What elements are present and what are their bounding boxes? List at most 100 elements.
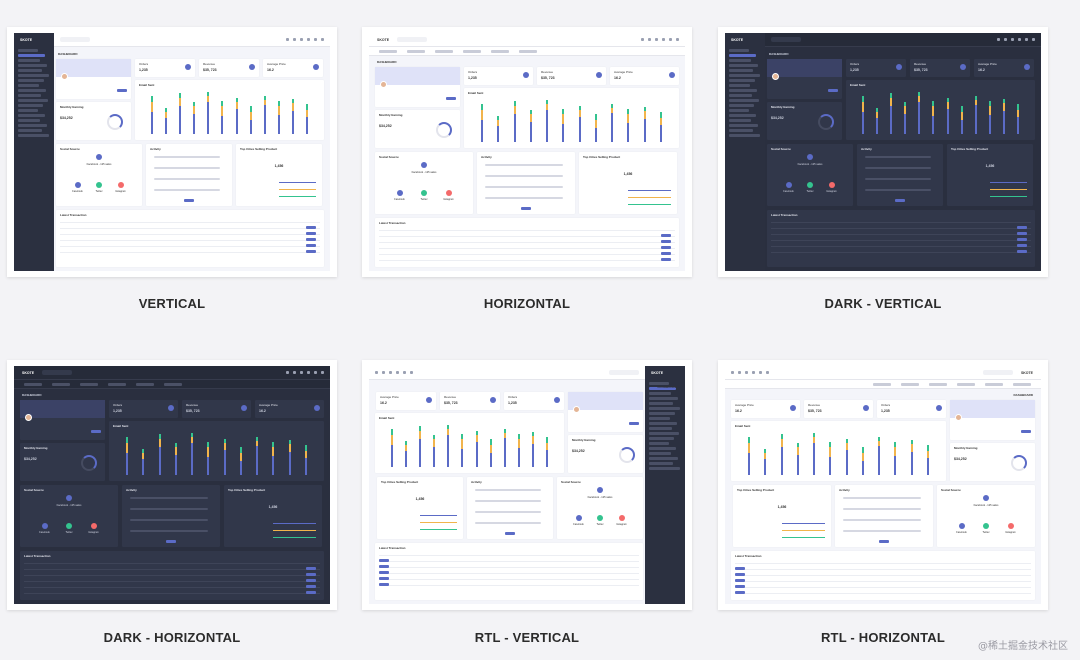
dashboard-screen: SKOTE DASHBOARD Monthly Earning $34,252 Orde… [14, 366, 330, 604]
latest-transaction-table: Latest Transaction [731, 551, 1035, 600]
sidebar-item [649, 397, 678, 400]
horizontal-menu [14, 380, 330, 389]
progress-line [628, 190, 671, 191]
top-value: 1,456 [415, 497, 425, 501]
social-label: Instagram [616, 523, 627, 526]
social-label: Twitter [65, 531, 73, 534]
progress-line [782, 537, 825, 538]
social-label: Twitter [806, 190, 814, 193]
chart-bar [529, 114, 532, 122]
preview-rtl-horizontal[interactable]: SKOTE DASHBOARD Monthly Earning $34,252 Orde… [718, 360, 1048, 610]
view-details-button [1017, 226, 1027, 229]
table-row [379, 577, 639, 580]
sidebar-item [18, 54, 45, 57]
menu-item [873, 383, 891, 386]
sidebar-item [18, 129, 42, 132]
top-cities-card: Top Cities Selling Product 1,456 [947, 144, 1033, 206]
stat-label: Orders [468, 70, 478, 74]
menu-item [80, 383, 98, 386]
topbar-icon [759, 371, 762, 374]
card-title: Email Sent [468, 91, 484, 95]
dashboard-screen: SKOTE DASHBOARD Monthly Earning $34,252 Orde… [725, 366, 1041, 604]
chart-bar [659, 118, 662, 126]
view-more-button [184, 199, 194, 202]
chart-bar [207, 457, 210, 475]
chart-bar [391, 445, 394, 467]
chart-bar [988, 106, 991, 115]
view-details-button [735, 579, 745, 582]
social-label: Facebook [39, 531, 50, 534]
social-label: Twitter [596, 523, 604, 526]
chart-bar [193, 114, 196, 134]
chart-bar [878, 437, 881, 442]
stat-card: Orders 1,235 [877, 400, 946, 418]
card-title: Latest Transaction [379, 221, 406, 225]
stat-icon [490, 397, 496, 403]
stat-label: Orders [881, 403, 891, 407]
activity-item [485, 186, 563, 188]
topbar-icon [648, 38, 651, 41]
chart-bar [165, 118, 168, 134]
twitter-icon [597, 515, 603, 521]
activity-item [475, 500, 541, 502]
twitter-icon [421, 190, 427, 196]
facebook-icon [396, 190, 403, 196]
activity-item [130, 530, 208, 532]
chart-bar [918, 96, 921, 102]
chart-bar [627, 122, 630, 142]
chart-bar [263, 96, 266, 101]
page-title: DASHBOARD [657, 385, 678, 389]
activity-item [485, 164, 563, 166]
preview-vertical[interactable]: SKOTE DASHBOARD Monthly Earning $34,252 Orde… [7, 27, 337, 277]
preview-horizontal[interactable]: SKOTE DASHBOARD Monthly Earning $34,252 Orde… [362, 27, 692, 277]
sidebar-item [18, 84, 39, 87]
social-icon [983, 495, 989, 501]
chart-bar [239, 447, 242, 453]
twitter-icon [66, 523, 72, 529]
chart-bar [447, 425, 450, 429]
sidebar-item [18, 94, 41, 97]
chart-bar [861, 447, 864, 453]
stat-card: Average Price 16.2 [974, 59, 1034, 77]
stat-card: Revenue $35, 723 [910, 59, 970, 77]
chart-bar [158, 447, 161, 475]
preview-rtl-vertical[interactable]: SKOTE DASHBOARD Monthly Earning $34,252 Orde… [362, 360, 692, 610]
stat-card: Orders 1,235 [109, 400, 178, 418]
preview-dark-vertical[interactable]: SKOTE DASHBOARD Monthly Earning $34,252 Orde… [718, 27, 1048, 277]
sidebar-item [649, 467, 680, 470]
stat-value: $35, 723 [186, 409, 200, 413]
view-details-button [306, 232, 316, 235]
view-profile-button [1021, 430, 1031, 433]
topbar-icon [641, 38, 644, 41]
chart-bar [126, 443, 129, 453]
progress-line [279, 189, 316, 190]
social-label: Instagram [1005, 531, 1016, 534]
stat-icon [168, 405, 174, 411]
topbar-icon [745, 371, 748, 374]
stat-icon [596, 72, 602, 78]
stat-value: 1,235 [468, 76, 477, 80]
chart-bar [918, 102, 921, 134]
chart-bar [497, 126, 500, 142]
email-sent-chart: Email Sent [109, 421, 324, 481]
sidebar-item [18, 99, 48, 102]
table-row [379, 240, 675, 243]
topbar-icon [389, 371, 392, 374]
sidebar-item [729, 119, 751, 122]
chart-bar [545, 437, 548, 443]
latest-transaction-table: Latest Transaction [375, 543, 643, 600]
stat-label: Average Price [259, 403, 278, 407]
latest-transaction-table: Latest Transaction [767, 210, 1035, 267]
chart-bar [861, 453, 864, 461]
chart-bar [305, 110, 308, 118]
caption-rtl-vertical: RTL - VERTICAL [474, 630, 580, 645]
table-row [60, 250, 320, 253]
social-source-card: Social Source Facebook - 125 sales Faceboo… [20, 485, 118, 547]
table-row [735, 561, 1031, 564]
progress-line [628, 204, 671, 205]
preview-dark-horizontal[interactable]: SKOTE DASHBOARD Monthly Earning $34,252 Orde… [7, 360, 337, 610]
stat-value: $35, 723 [808, 409, 822, 413]
card-title: Social Source [561, 480, 581, 484]
table-row [379, 583, 639, 586]
chart-bar [151, 112, 154, 134]
